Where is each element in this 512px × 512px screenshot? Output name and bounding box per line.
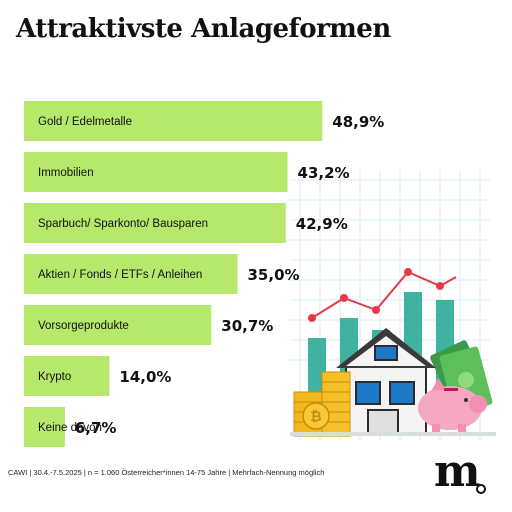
value-label-1: 43,2% — [298, 164, 350, 182]
category-label-1: Immobilien — [38, 167, 94, 179]
chart-title: Attraktivste Anlageformen — [16, 14, 391, 44]
value-label-0: 48,9% — [332, 113, 384, 131]
bar-5 — [24, 356, 110, 396]
value-label-4: 30,7% — [221, 317, 273, 335]
value-label-5: 14,0% — [119, 368, 171, 386]
svg-text:₿: ₿ — [310, 409, 321, 425]
bitcoin-icon: ₿ — [302, 402, 330, 430]
brand-logo: m — [434, 446, 481, 497]
brand-logo-dot — [476, 484, 486, 494]
bar-0 — [24, 101, 323, 141]
category-label-4: Vorsorgeprodukte — [38, 320, 129, 332]
bar-4 — [24, 305, 212, 345]
bar-3 — [24, 254, 238, 294]
category-label-5: Krypto — [38, 371, 71, 383]
bar-2 — [24, 203, 286, 243]
category-label-3: Aktien / Fonds / ETFs / Anleihen — [38, 269, 202, 281]
category-label-2: Sparbuch/ Sparkonto/ Bausparen — [38, 218, 208, 230]
value-label-2: 42,9% — [296, 215, 348, 233]
category-label-6: Keine davon — [38, 422, 102, 434]
footnote: CAWI | 30.4.-7.5.2025 | n = 1.060 Österr… — [8, 468, 325, 477]
category-label-0: Gold / Edelmetalle — [38, 116, 132, 128]
value-label-6: 6,7% — [75, 419, 117, 437]
bar-1 — [24, 152, 288, 192]
piggy-bank-icon — [418, 378, 487, 434]
line-chart-icon — [308, 268, 457, 322]
value-label-3: 35,0% — [248, 266, 300, 284]
bar-6 — [24, 407, 65, 447]
ground-line — [290, 432, 496, 436]
house-icon — [336, 328, 436, 435]
